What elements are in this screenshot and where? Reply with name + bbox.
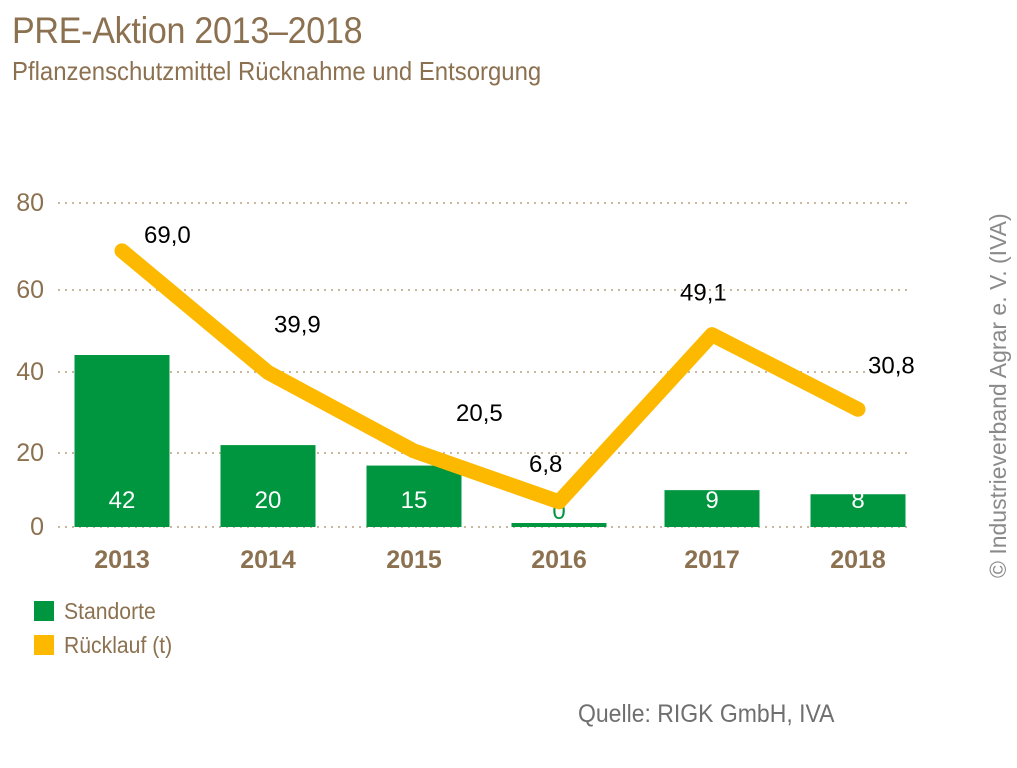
legend-label: Standorte bbox=[64, 597, 156, 624]
chart-title: PRE-Aktion 2013–2018 bbox=[12, 10, 363, 51]
source-note: Quelle: RIGK GmbH, IVA bbox=[578, 700, 835, 728]
bar bbox=[74, 355, 170, 527]
bar bbox=[810, 494, 906, 527]
x-axis-ticks: 2013 2014 2015 2016 2017 2018 bbox=[94, 546, 886, 574]
y-axis-ticks: 0 20 40 60 80 bbox=[16, 189, 44, 541]
bar-value-label: 8 bbox=[851, 487, 864, 514]
line-value-label: 6,8 bbox=[529, 451, 562, 478]
line-value-label: 49,1 bbox=[680, 280, 727, 307]
line-series-ruecklauf: 69,0 39,9 20,5 6,8 49,1 30,8 bbox=[114, 222, 915, 510]
bar bbox=[664, 490, 760, 527]
gridlines bbox=[58, 202, 912, 528]
y-tick-label: 0 bbox=[30, 513, 44, 541]
x-tick-label: 2018 bbox=[830, 546, 886, 574]
x-tick-label: 2017 bbox=[684, 546, 740, 574]
bar-value-label: 42 bbox=[109, 487, 136, 514]
bar-series-standorte: 42 20 15 0 9 8 bbox=[74, 355, 906, 527]
x-tick-label: 2014 bbox=[240, 546, 296, 574]
legend-item-ruecklauf: Rücklauf (t) bbox=[34, 628, 182, 662]
y-tick-label: 20 bbox=[16, 439, 44, 467]
bar-value-label: 15 bbox=[401, 487, 428, 514]
legend-label: Rücklauf (t) bbox=[64, 631, 173, 658]
legend: Standorte Rücklauf (t) bbox=[34, 594, 182, 662]
x-tick-label: 2013 bbox=[94, 546, 150, 574]
bar bbox=[366, 465, 462, 527]
copyright-note: © Industrieverband Agrar e. V. (IVA) bbox=[985, 213, 1011, 578]
x-tick-label: 2015 bbox=[386, 546, 442, 574]
y-tick-label: 60 bbox=[16, 276, 44, 304]
legend-item-standorte: Standorte bbox=[34, 594, 182, 628]
line-value-label: 20,5 bbox=[456, 400, 503, 427]
bar-value-label: 20 bbox=[255, 487, 282, 514]
line-value-label: 30,8 bbox=[868, 352, 915, 379]
line-value-label: 39,9 bbox=[274, 311, 321, 338]
legend-swatch-yellow bbox=[34, 635, 54, 655]
chart-subtitle: Pflanzenschutzmittel Rücknahme und Entso… bbox=[12, 56, 542, 86]
bar bbox=[220, 445, 316, 527]
y-tick-label: 40 bbox=[16, 358, 44, 386]
legend-swatch-green bbox=[34, 601, 54, 621]
y-tick-label: 80 bbox=[16, 189, 44, 217]
bar-value-label: 9 bbox=[705, 487, 718, 514]
line-path bbox=[114, 243, 866, 510]
bar bbox=[511, 523, 607, 527]
line-value-label: 69,0 bbox=[144, 222, 191, 249]
x-tick-label: 2016 bbox=[531, 546, 587, 574]
